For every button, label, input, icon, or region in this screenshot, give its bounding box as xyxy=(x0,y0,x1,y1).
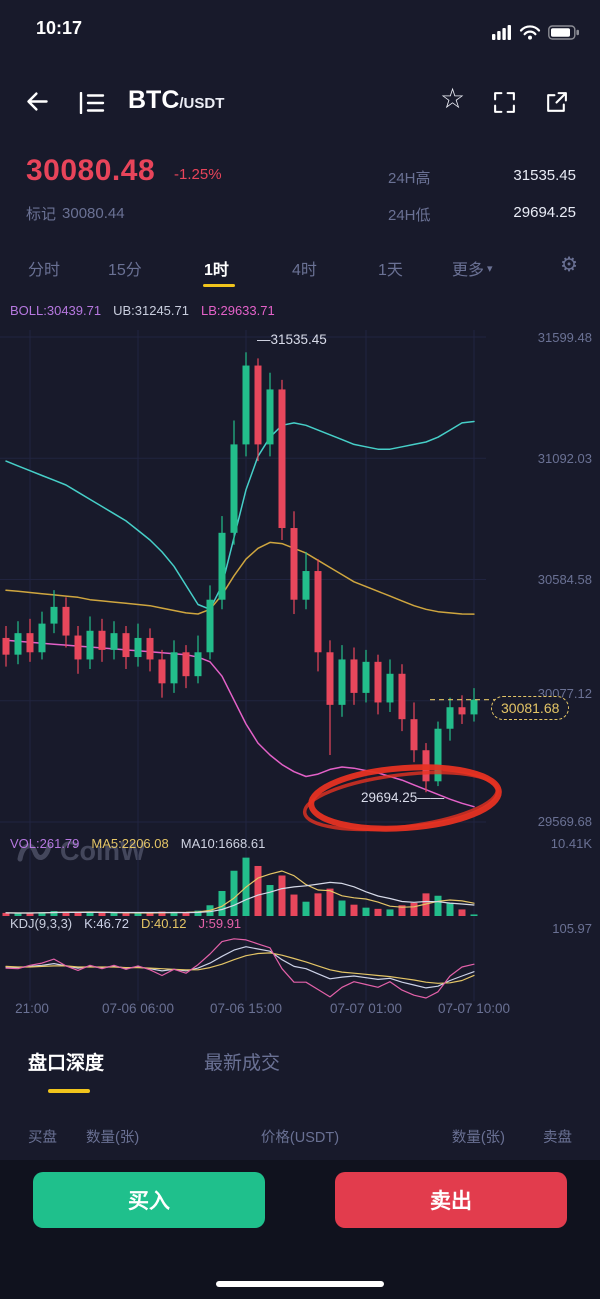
gear-icon: ⚙ xyxy=(560,254,578,276)
chart-settings-button[interactable]: ⚙ xyxy=(560,252,578,277)
tab-latest-trades[interactable]: 最新成交 xyxy=(204,1053,281,1074)
back-arrow-icon xyxy=(24,88,51,115)
tab-timeframe-4h[interactable]: 4时 xyxy=(292,262,317,279)
more-label: 更多 xyxy=(452,262,485,279)
more-timeframes-button[interactable]: 更多 ▾ xyxy=(452,256,493,280)
watermark-text: CoinW xyxy=(60,835,146,866)
high-value: 31535.45 xyxy=(513,167,576,184)
k-value: K:46.72 xyxy=(84,916,129,931)
change-percent: -1.25% xyxy=(174,166,222,183)
mark-price-row: 标记 30080.44 xyxy=(26,203,125,224)
tab-timeframe-15m[interactable]: 15分 xyxy=(108,262,142,279)
expand-icon xyxy=(492,90,517,115)
qty-left-header: 数量(张) xyxy=(86,1130,140,1146)
share-button[interactable] xyxy=(544,90,569,115)
wifi-icon xyxy=(519,24,541,40)
sell-button[interactable]: 卖出 xyxy=(335,1172,567,1228)
pair-title: BTC /USDT xyxy=(128,86,224,115)
time-axis-label: 07-07 01:00 xyxy=(329,1001,403,1016)
tab-timeframe-minute[interactable]: 分时 xyxy=(28,262,61,279)
price-axis-label: 30584.58 xyxy=(537,572,592,587)
j-value: J:59.91 xyxy=(198,916,242,931)
low-label: 24H低 xyxy=(388,207,431,224)
home-indicator[interactable] xyxy=(216,1281,384,1287)
star-icon: ☆ xyxy=(440,83,466,114)
time-axis-label: 07-07 10:00 xyxy=(437,1001,511,1016)
volume-axis-label: 10.41K xyxy=(550,836,592,851)
tab-order-book-depth[interactable]: 盘口深度 xyxy=(28,1053,105,1074)
time-axis-label: 07-06 15:00 xyxy=(209,1001,283,1016)
price-header: 价格(USDT) xyxy=(260,1130,340,1146)
candlestick-chart[interactable] xyxy=(0,296,600,1020)
kdj-axis-label: 105.97 xyxy=(552,921,592,936)
d-value: D:40.12 xyxy=(140,916,187,931)
kdj-label: KDJ(9,3,3) xyxy=(10,916,73,931)
lb-value: LB:29633.71 xyxy=(200,303,275,318)
boll-value: BOLL:30439.71 xyxy=(10,303,102,318)
mark-price: 30080.44 xyxy=(62,205,125,222)
time-axis-label: 21:00 xyxy=(15,1001,49,1016)
current-price-tag: 30081.68 xyxy=(491,696,570,720)
share-icon xyxy=(544,90,569,115)
sell-side-label: 卖盘 xyxy=(543,1130,572,1146)
price-axis-label: 29569.68 xyxy=(537,814,592,829)
low-price-annotation: 29694.25—— xyxy=(361,790,445,805)
last-price: 30080.48 xyxy=(26,154,156,187)
buy-side-label: 买盘 xyxy=(28,1130,57,1146)
status-time: 10:17 xyxy=(36,18,83,38)
time-axis-label: 07-06 06:00 xyxy=(101,1001,175,1016)
fullscreen-button[interactable] xyxy=(492,90,517,115)
ma10-value: MA10:1668.61 xyxy=(180,836,266,851)
ub-value: UB:31245.71 xyxy=(113,303,189,318)
buy-button[interactable]: 买入 xyxy=(33,1172,265,1228)
quote-symbol: /USDT xyxy=(179,95,225,112)
battery-icon xyxy=(548,24,580,40)
price-axis-label: 31092.03 xyxy=(537,451,592,466)
market-list-button[interactable] xyxy=(78,92,106,114)
price-axis-label: 31599.48 xyxy=(537,330,592,345)
tab-timeframe-1d[interactable]: 1天 xyxy=(378,262,403,279)
active-tab-underline xyxy=(48,1089,90,1093)
vol-value: VOL:261.79 xyxy=(10,836,80,851)
watermark: CoinW xyxy=(16,834,145,868)
back-button[interactable] xyxy=(24,88,51,115)
signal-icon xyxy=(492,24,512,40)
ma5-value: MA5:2206.08 xyxy=(91,836,169,851)
base-symbol: BTC xyxy=(128,86,180,114)
high-label: 24H高 xyxy=(388,170,431,187)
boll-indicator-row: BOLL:30439.71 UB:31245.71 LB:29633.71 xyxy=(10,303,275,318)
qty-right-header: 数量(张) xyxy=(451,1130,505,1146)
chevron-down-icon: ▾ xyxy=(487,262,493,275)
mark-label: 标记 xyxy=(26,206,57,223)
status-icons xyxy=(492,24,580,40)
kdj-indicator-row: KDJ(9,3,3) K:46.72 D:40.12 J:59.91 xyxy=(10,916,241,931)
coinw-logo-icon xyxy=(16,834,52,868)
peak-price-annotation: —31535.45 xyxy=(257,332,327,347)
active-timeframe-underline xyxy=(203,284,235,287)
low-value: 29694.25 xyxy=(513,204,576,221)
tab-timeframe-1h[interactable]: 1时 xyxy=(204,262,229,279)
list-menu-icon xyxy=(78,92,106,114)
favorite-button[interactable]: ☆ xyxy=(440,82,465,115)
volume-indicator-row: VOL:261.79 MA5:2206.08 MA10:1668.61 xyxy=(10,836,265,851)
